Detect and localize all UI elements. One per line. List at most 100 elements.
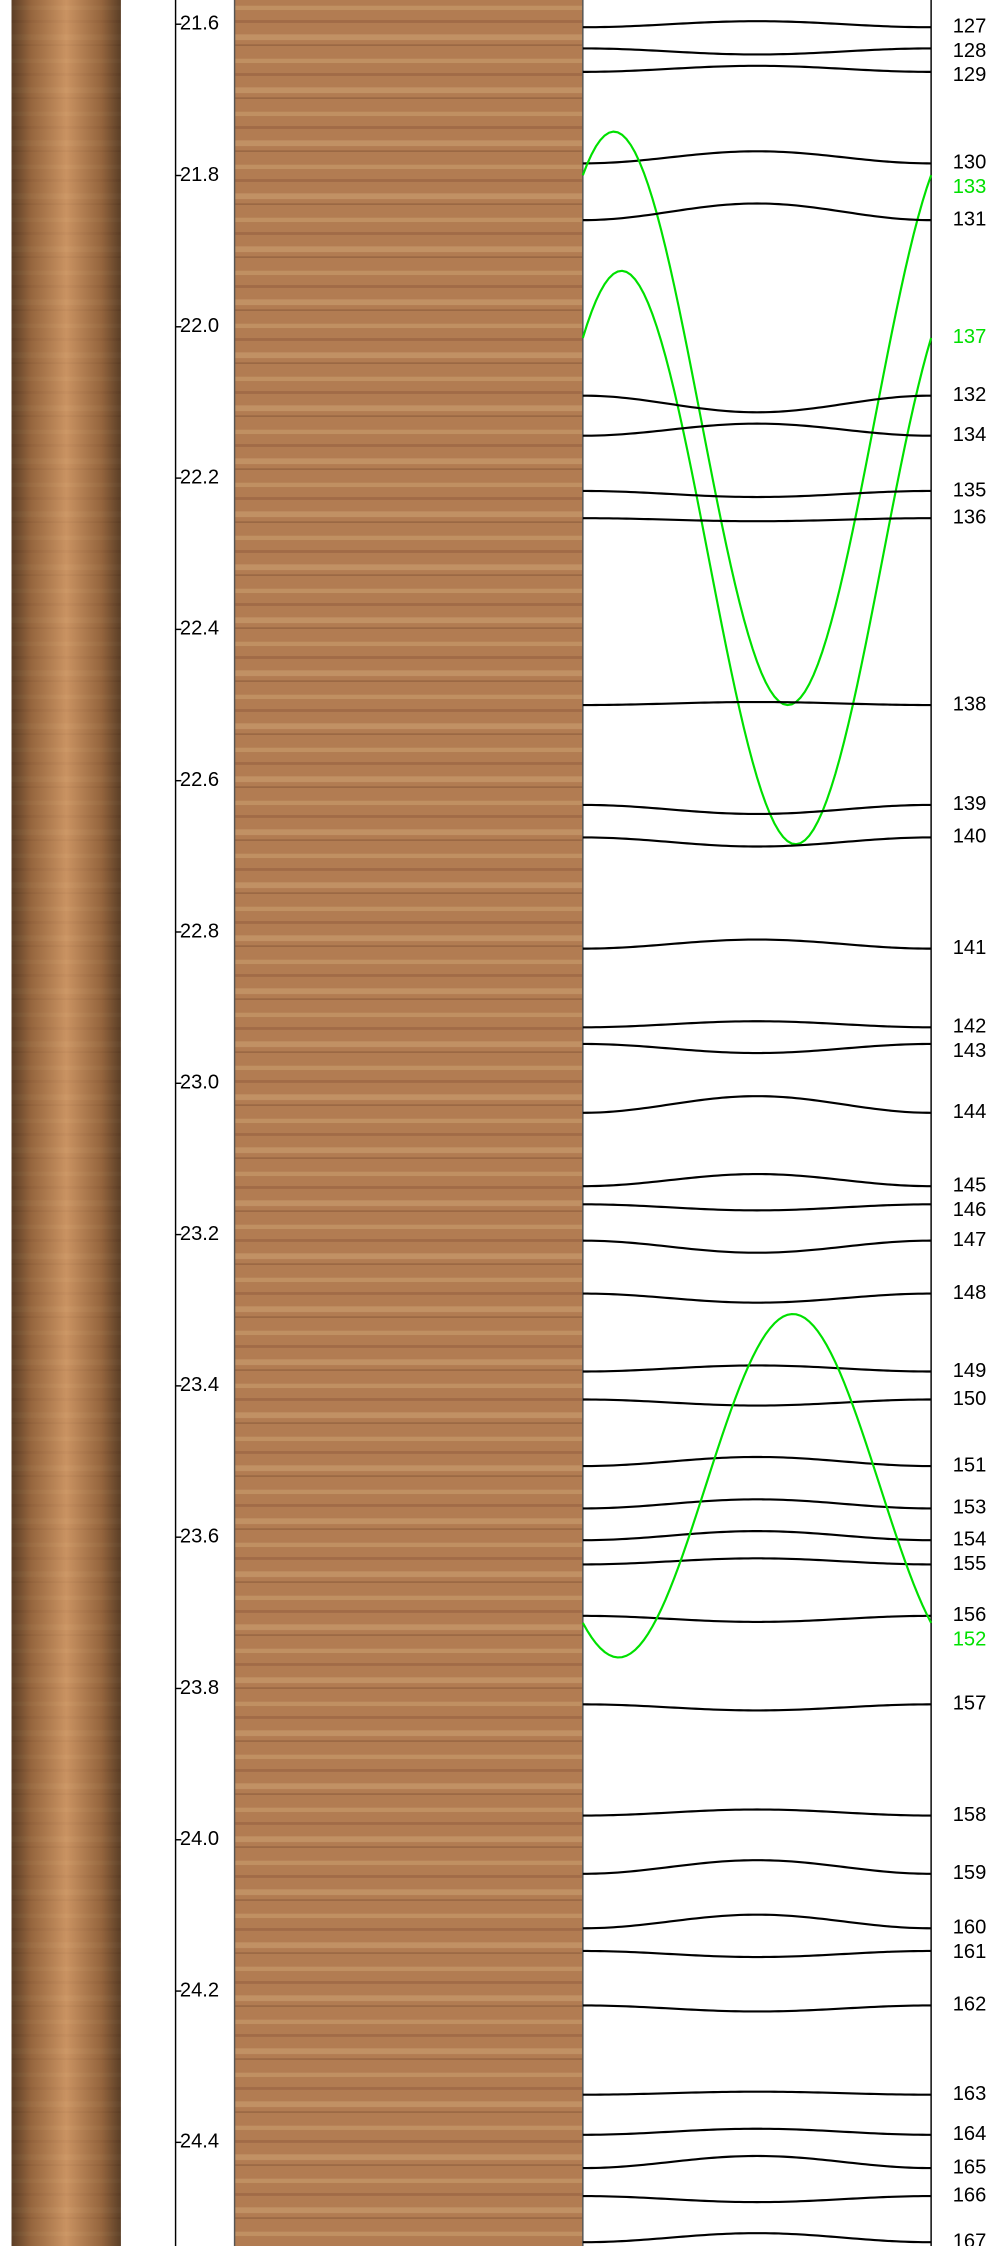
feature-label: 164 (953, 2123, 987, 2145)
depth-tick-label: 23.2 (180, 1223, 219, 1245)
sinusoid (582, 803, 932, 816)
feature-label: 157 (953, 1693, 987, 1715)
feature-label: 156 (953, 1604, 987, 1626)
sinusoid (582, 1203, 932, 1212)
depth-tick-label: 21.8 (180, 164, 219, 186)
sinusoid (582, 1913, 932, 1930)
sinusoid (582, 47, 932, 56)
sinusoid (582, 836, 932, 848)
feature-label: 138 (953, 693, 987, 715)
sinusoid (581, 130, 933, 707)
sinusoid (582, 1949, 932, 1959)
feature-label: 142 (953, 1016, 987, 1038)
depth-tick-label: 22.0 (180, 315, 219, 337)
sinusoid (581, 269, 933, 846)
feature-label: 131 (953, 208, 987, 230)
sinusoid (582, 2232, 932, 2244)
depth-tick-label: 23.4 (180, 1374, 219, 1396)
feature-label: 154 (953, 1529, 987, 1551)
feature-label: 132 (953, 384, 987, 406)
feature-label: 145 (953, 1175, 987, 1197)
sinusoid (582, 1095, 932, 1114)
feature-label: 161 (953, 1941, 987, 1963)
depth-tick-label: 23.0 (180, 1072, 219, 1094)
feature-label: 129 (953, 64, 987, 86)
depth-tick-label: 24.0 (180, 1828, 219, 1850)
feature-label: 139 (953, 793, 987, 815)
feature-label: 162 (953, 1994, 987, 2016)
depth-tick-label: 24.4 (180, 2131, 219, 2153)
core-cylinder-texture (11, 0, 121, 2246)
sinusoid (582, 2194, 932, 2204)
sinusoids (581, 20, 933, 2244)
sinusoid (582, 1239, 932, 1254)
depth-ticks: 21.6 21.8 22.0 22.2 22.4 22.6 22.8 23.0 23.2 23.4… (175, 13, 219, 2153)
sinusoid (582, 1557, 932, 1566)
feature-label: 146 (953, 1199, 987, 1221)
feature-label: 133 (953, 176, 987, 198)
feature-label: 153 (953, 1497, 987, 1519)
sinusoid (582, 489, 932, 499)
feature-label: 167 (953, 2231, 987, 2246)
feature-label: 136 (953, 507, 987, 529)
sinusoid (581, 1312, 933, 1659)
feature-label: 165 (953, 2156, 987, 2178)
feature-label: 155 (953, 1553, 987, 1575)
sinusoid (582, 20, 932, 29)
feature-label: 163 (953, 2083, 987, 2105)
depth-tick-label: 23.8 (180, 1677, 219, 1699)
sinusoid (582, 150, 932, 165)
feature-label: 128 (953, 40, 987, 62)
feature-label: 144 (953, 1101, 987, 1123)
feature-label: 158 (953, 1804, 987, 1826)
unrolled-core-image (234, 0, 583, 2246)
sinusoid (582, 2004, 932, 2013)
feature-label: 159 (953, 1862, 987, 1884)
feature-label: 135 (953, 479, 987, 501)
feature-label: 166 (953, 2184, 987, 2206)
feature-label: 152 (953, 1629, 987, 1651)
feature-label: 140 (953, 826, 987, 848)
sinusoid (582, 700, 932, 707)
sinusoid (582, 938, 932, 950)
feature-label: 134 (953, 424, 987, 446)
depth-tick-label: 22.6 (180, 769, 219, 791)
sinusoid (582, 1172, 932, 1188)
feature-label: 143 (953, 1040, 987, 1062)
sinusoid (582, 1703, 932, 1712)
feature-label: 127 (953, 16, 987, 38)
sinusoid (582, 1042, 932, 1055)
depth-tick-label: 22.4 (180, 618, 219, 640)
sinusoid (582, 2090, 932, 2096)
feature-label: 148 (953, 1282, 987, 1304)
feature-label: 130 (953, 152, 987, 174)
sinusoid (582, 1455, 932, 1468)
feature-label: 141 (953, 937, 987, 959)
sinusoid (582, 1020, 932, 1029)
sinusoid (582, 1292, 932, 1304)
depth-tick-label: 23.6 (180, 1526, 219, 1548)
feature-label: 149 (953, 1360, 987, 1382)
sinusoid (582, 2154, 932, 2170)
sinusoid (582, 1364, 932, 1373)
feature-label: 151 (953, 1454, 987, 1476)
depth-tick-label: 22.2 (180, 466, 219, 488)
sinusoid (582, 64, 932, 73)
depth-tick-label: 21.6 (180, 13, 219, 35)
sinusoid (582, 1398, 932, 1407)
sinusoid (582, 1498, 932, 1510)
sinusoid (582, 422, 932, 437)
feature-label: 150 (953, 1388, 987, 1410)
depth-tick-label: 22.8 (180, 920, 219, 942)
feature-label: 147 (953, 1229, 987, 1251)
sinusoid (582, 517, 932, 523)
sinusoid (582, 1614, 932, 1623)
feature-label: 137 (953, 326, 987, 348)
sinusoid (582, 2127, 932, 2136)
feature-label: 160 (953, 1917, 987, 1939)
sinusoid (582, 202, 932, 222)
depth-tick-label: 24.2 (180, 1979, 219, 2001)
sinusoid (582, 394, 932, 414)
